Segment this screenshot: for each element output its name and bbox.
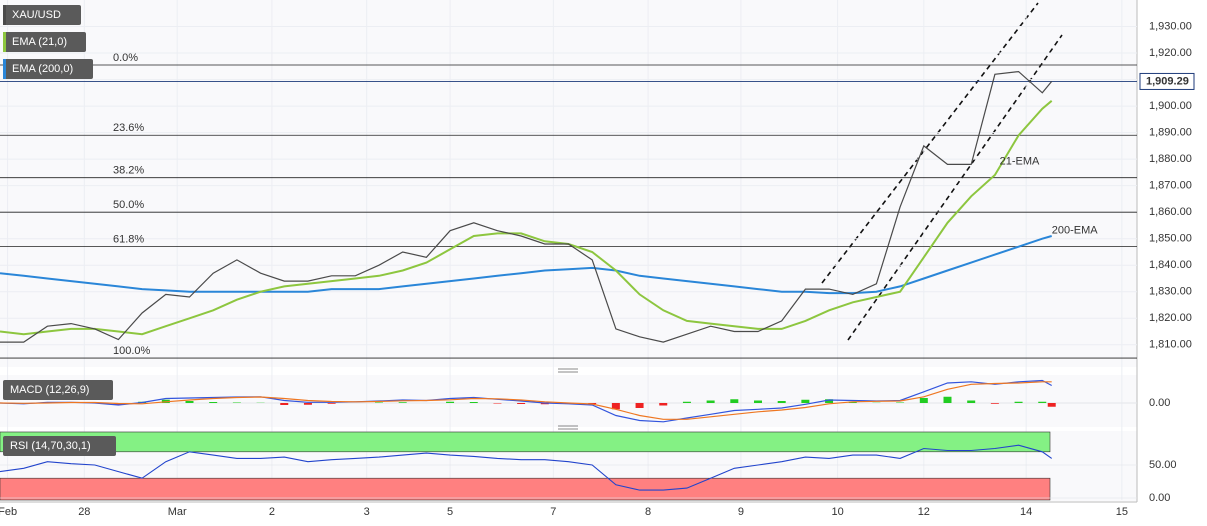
legend-box [3,32,86,52]
macd-histogram-bar [706,400,715,403]
panel-handle [558,368,578,430]
macd-histogram-bar [375,402,383,403]
indicator-label-box [3,380,113,400]
macd-histogram-bar [682,401,691,403]
y-tick-label: 1,890.00 [1149,127,1192,139]
x-tick-label: 5 [447,506,453,518]
x-tick-label: Feb [0,506,17,518]
y-tick-label: 1,810.00 [1149,339,1192,351]
y-tick-label: 1,850.00 [1149,233,1192,245]
series-line [0,70,1053,343]
oversold-band [0,477,1051,501]
y-tick-label: 1,860.00 [1149,206,1192,218]
legend-swatch [3,59,6,79]
legend-swatch [3,32,6,52]
x-tick-label: 7 [550,506,556,518]
macd-histogram-bar [303,403,312,405]
rsi-line [0,444,1053,491]
macd-histogram-bar [990,403,999,404]
legend-box [3,59,93,79]
macd-histogram-bar [446,401,455,403]
x-tick-label: Mar [168,506,187,518]
macd-histogram-bar [730,399,739,403]
y-tick-label: 1,920.00 [1149,47,1192,59]
x-tick-label: 10 [831,506,843,518]
indicator-label: RSI (14,70,30,1) [10,440,91,452]
main-panel [0,0,1137,367]
y-tick-label: 0.00 [1149,397,1170,409]
x-tick-label: 8 [645,506,651,518]
macd-histogram-bar [801,399,810,403]
annotation: 21-EMA [1000,156,1040,168]
macd-histogram-bar [825,399,834,403]
y-tick-label: 1,900.00 [1149,100,1192,112]
x-tick-label: 15 [1116,506,1128,518]
legend-text: XAU/USD [12,9,61,21]
macd-histogram-bar [398,402,407,403]
x-tick-label: 28 [78,506,90,518]
channel-line [821,2,1039,284]
y-tick-label: 1,930.00 [1149,20,1192,32]
series-line [0,100,1053,336]
macd-histogram-bar [327,403,336,404]
y-tick-label: 1,820.00 [1149,312,1192,324]
overbought-band [0,431,1051,453]
legend-swatch [3,5,6,25]
macd-histogram-bar [280,403,289,405]
macd-histogram-bar [777,401,786,403]
indicator-label-box [3,436,116,456]
macd-histogram-bar [517,403,526,404]
legend-text: EMA (21,0) [12,36,67,48]
macd-histogram-bar [232,402,241,403]
y-tick-label: 1,870.00 [1149,180,1192,192]
last-price-tag [1139,72,1195,90]
y-tick-label: 1,840.00 [1149,259,1192,271]
macd-histogram-bar [1047,403,1056,407]
fib-label: 38.2% [113,165,144,177]
signal-line [0,381,1052,420]
x-tick-label: 3 [364,506,370,518]
macd-histogram-bar [943,396,952,403]
macd-histogram-bar [1014,401,1023,403]
macd-histogram-bar [635,403,644,408]
fib-label: 50.0% [113,199,144,211]
fib-label: 61.8% [113,234,144,246]
fib-label: 23.6% [113,122,144,134]
x-tick-label: 12 [918,506,930,518]
annotation: 200-EMA [1052,225,1099,237]
macd-histogram-bar [185,401,194,403]
macd-histogram-bar [1038,401,1047,403]
y-tick-label: 1,880.00 [1149,153,1192,165]
indicator-label: MACD (12,26,9) [10,384,89,396]
macd-histogram-bar [209,402,218,403]
macd-histogram-bar [540,403,549,405]
legend-text: EMA (200,0) [12,63,73,75]
fib-label: 100.0% [113,345,151,357]
y-tick-label: 0.00 [1149,492,1170,504]
macd-histogram-bar [493,403,502,404]
macd-histogram-bar [754,400,762,403]
macd-histogram-bar [611,403,620,410]
macd-histogram-bar [967,400,976,403]
macd-histogram-bar [919,398,928,403]
fib-label: 0.0% [113,52,138,64]
legend-box [3,5,81,25]
x-tick-label: 2 [269,506,275,518]
last-price-label: 1,909.29 [1146,75,1189,87]
macd-histogram-bar [659,403,668,406]
y-tick-label: 1,830.00 [1149,286,1192,298]
macd-histogram-bar [896,402,905,403]
series-line [0,235,1052,295]
x-tick-label: 14 [1020,506,1032,518]
x-tick-label: 9 [738,506,744,518]
y-tick-label: 50.00 [1149,459,1177,471]
macd-histogram-bar [469,402,478,403]
